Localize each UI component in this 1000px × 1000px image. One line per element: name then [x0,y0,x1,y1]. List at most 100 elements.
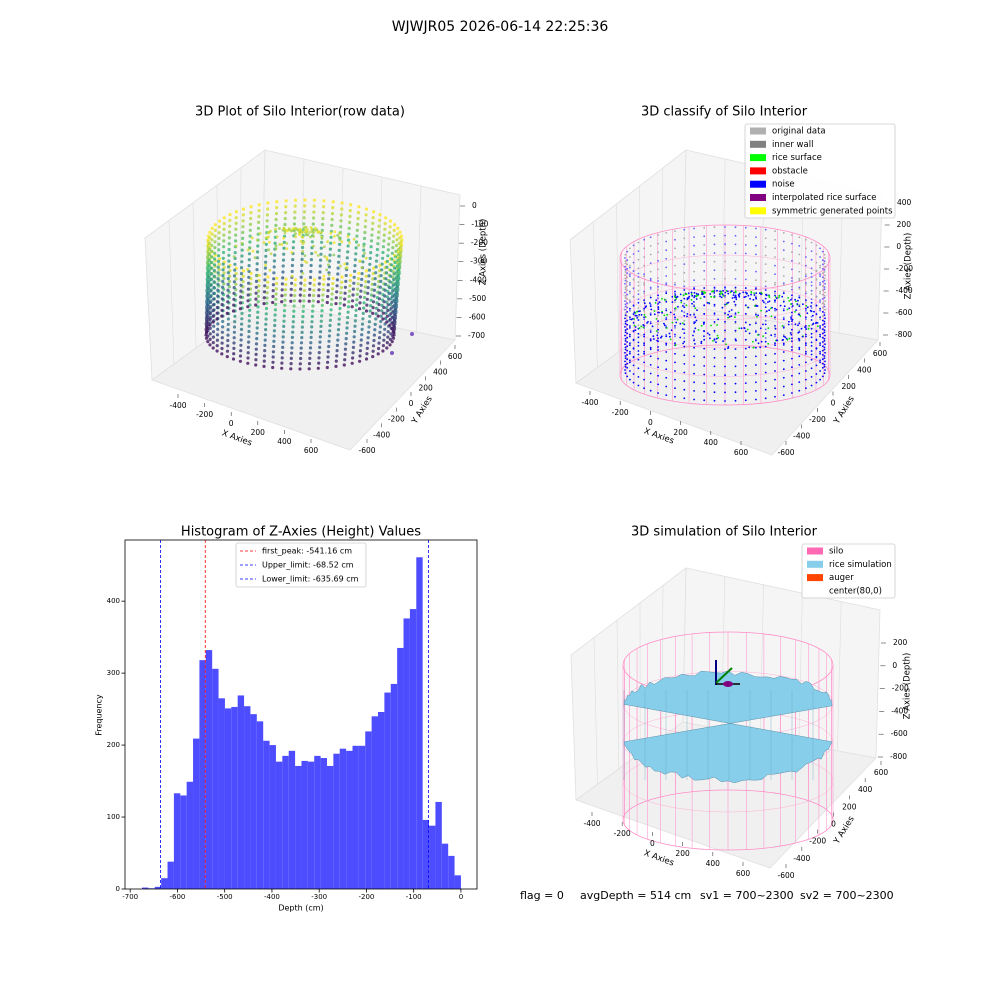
legend-label: auger [829,573,854,583]
point [810,315,813,318]
point [674,283,676,286]
point [372,266,376,270]
point [724,226,726,228]
point [755,295,757,297]
point [351,351,355,355]
point [367,280,371,284]
point [735,298,738,301]
point [249,271,253,275]
y-tick-label: 0 [831,399,836,408]
point [734,313,737,316]
point [734,305,737,307]
point [327,273,331,277]
point [657,374,659,377]
point [810,336,813,339]
point [805,299,807,301]
point [713,382,716,385]
point [665,290,668,293]
point [744,226,747,229]
point [649,339,652,342]
point [764,302,767,305]
point [282,319,286,323]
point [815,364,818,367]
point [398,257,402,261]
point [372,333,376,337]
point [301,245,305,250]
point [810,327,813,330]
point [724,288,726,290]
y-tick-label: 400 [858,785,873,794]
point [824,257,826,259]
point [687,297,690,299]
point [676,295,679,298]
point [774,318,776,321]
point [226,328,230,332]
point [282,324,286,328]
point [290,269,294,274]
point [629,266,631,269]
point [798,277,801,280]
point [721,306,724,309]
point [338,231,342,235]
point [226,300,230,304]
point [753,292,756,294]
point [657,346,659,348]
point [291,246,295,250]
point [338,306,342,311]
point [298,233,301,236]
point [367,320,371,324]
point [624,291,626,294]
point [810,345,813,347]
point [815,373,818,375]
point [693,236,695,239]
point [682,342,684,345]
point [310,325,314,329]
point [212,297,216,301]
point [633,324,636,327]
legend-swatch [750,207,766,215]
point [282,252,286,256]
point [348,289,352,293]
point [343,358,347,362]
point [693,346,695,349]
point [643,333,645,336]
point [624,348,627,351]
point [815,330,818,333]
point [234,227,238,231]
point [703,330,705,332]
pane-grid [798,593,803,744]
point [271,365,275,370]
bar [167,861,174,889]
point [717,337,720,339]
point [293,198,298,202]
point [637,384,640,387]
point [228,218,232,222]
bar [269,745,276,889]
point [354,308,358,312]
point [683,289,686,291]
point [290,251,294,254]
point [256,244,260,248]
point [764,328,767,331]
point [744,235,747,238]
point [821,341,824,343]
point [280,243,284,246]
point [807,327,810,330]
point [275,235,279,239]
point [393,260,397,265]
point [791,357,793,360]
point [293,288,297,292]
point [364,256,368,260]
point [727,316,729,319]
point [693,286,695,289]
point [700,342,703,345]
point [624,269,627,271]
point [280,300,284,304]
z-tick-label: -700 [468,331,485,340]
point [724,296,726,299]
point [810,358,813,361]
point [221,262,225,266]
point [284,277,288,281]
point [365,352,369,356]
point [289,287,293,291]
